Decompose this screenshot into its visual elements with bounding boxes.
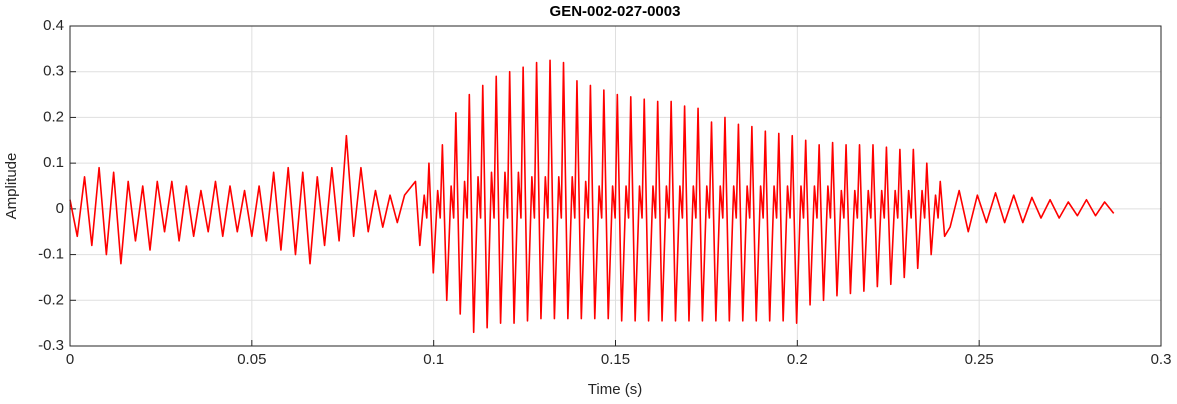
x-tick-label: 0.25 <box>965 351 994 368</box>
y-tick-label: 0.4 <box>43 17 64 34</box>
x-axis-label: Time (s) <box>588 381 642 398</box>
x-tick-label: 0.3 <box>1151 351 1172 368</box>
y-tick-label: -0.3 <box>38 337 64 354</box>
y-axis-label: Amplitude <box>3 153 20 220</box>
x-tick-label: 0 <box>66 351 74 368</box>
y-tick-label: 0.1 <box>43 154 64 171</box>
x-tick-label: 0.05 <box>237 351 266 368</box>
y-tick-label: -0.1 <box>38 246 64 263</box>
x-tick-label: 0.1 <box>423 351 444 368</box>
chart-title: GEN-002-027-0003 <box>550 3 681 20</box>
x-tick-label: 0.2 <box>787 351 808 368</box>
y-tick-label: -0.2 <box>38 291 64 308</box>
plot-frame <box>69 25 1162 347</box>
waveform-line <box>69 59 1115 334</box>
y-tick-label: 0.3 <box>43 63 64 80</box>
y-tick-label: 0 <box>56 200 64 217</box>
y-tick-label: 0.2 <box>43 108 64 125</box>
x-tick-label: 0.15 <box>601 351 630 368</box>
